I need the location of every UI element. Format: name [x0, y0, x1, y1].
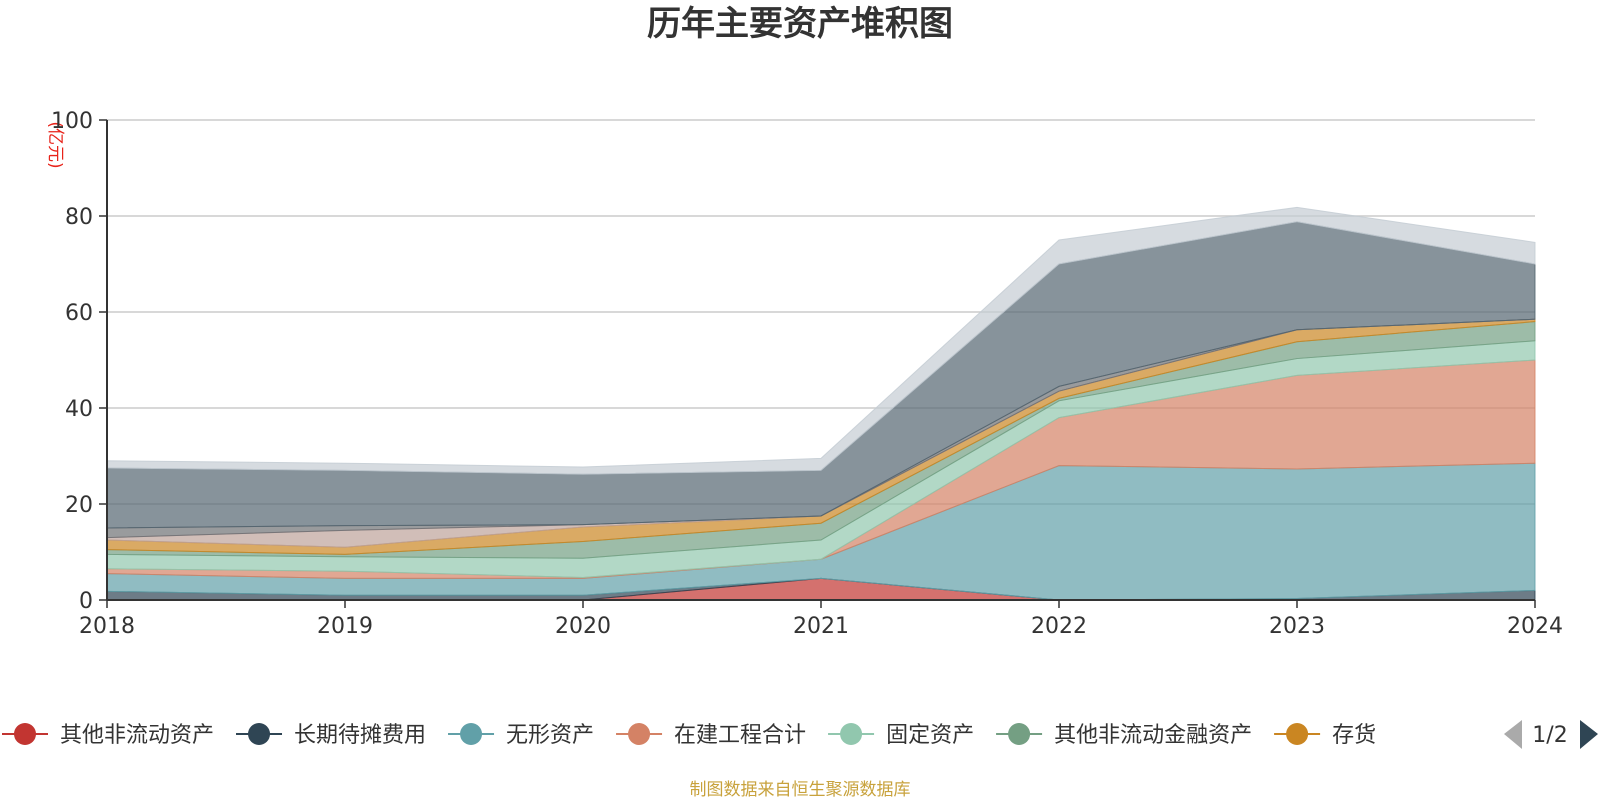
- legend-pager: 1/2: [1504, 720, 1598, 749]
- legend-label: 存货: [1332, 723, 1376, 748]
- x-tick-label: 2020: [555, 614, 611, 639]
- legend-marker: [14, 723, 36, 745]
- y-tick-label: 60: [65, 301, 93, 326]
- legend-label: 在建工程合计: [674, 723, 806, 748]
- y-tick-label: 80: [65, 205, 93, 230]
- y-tick-label: 0: [79, 589, 93, 614]
- y-tick-label: 100: [51, 109, 93, 134]
- legend-marker: [1008, 723, 1031, 745]
- legend-next-page-icon[interactable]: [1580, 720, 1598, 749]
- legend-marker: [628, 723, 651, 745]
- x-tick-label: 2024: [1507, 614, 1563, 639]
- legend-marker: [248, 723, 271, 745]
- legend-label: 长期待摊费用: [294, 723, 426, 748]
- legend-label: 其他非流动资产: [60, 723, 214, 748]
- legend-item-存货[interactable]: 存货: [1274, 723, 1376, 748]
- y-tick-label: 20: [65, 493, 93, 518]
- x-tick-label: 2022: [1031, 614, 1087, 639]
- legend-marker: [460, 723, 483, 745]
- legend-item-其他非流动金融资产[interactable]: 其他非流动金融资产: [996, 723, 1252, 748]
- legend-item-无形资产[interactable]: 无形资产: [448, 723, 594, 748]
- x-tick-label: 2023: [1269, 614, 1325, 639]
- x-tick-label: 2018: [79, 614, 135, 639]
- data-source-note: 制图数据来自恒生聚源数据库: [690, 780, 911, 800]
- legend-page-indicator: 1/2: [1532, 723, 1567, 748]
- x-tick-label: 2021: [793, 614, 849, 639]
- legend-item-在建工程合计[interactable]: 在建工程合计: [616, 723, 806, 748]
- legend-label: 其他非流动金融资产: [1054, 723, 1252, 748]
- legend-label: 无形资产: [506, 723, 594, 748]
- legend-item-固定资产[interactable]: 固定资产: [828, 723, 974, 748]
- legend-item-长期待摊费用[interactable]: 长期待摊费用: [236, 723, 426, 748]
- y-tick-label: 40: [65, 397, 93, 422]
- chart-title: 历年主要资产堆积图: [647, 4, 953, 44]
- y-axis-unit: (亿元): [45, 121, 65, 168]
- legend: 其他非流动资产 长期待摊费用 无形资产 在建工程合计 固定资产 其他非流动金融资产 存货: [2, 723, 1376, 748]
- axes: 0 20 40 60 80 100 2018 2019 2020 2021 2022 2023 2024: [51, 109, 1563, 639]
- legend-label: 固定资产: [886, 723, 974, 748]
- x-tick-label: 2019: [317, 614, 373, 639]
- legend-marker: [840, 723, 863, 745]
- area-series: [106, 206, 1536, 601]
- legend-prev-page-icon[interactable]: [1504, 720, 1522, 749]
- legend-item-其他非流动资产[interactable]: 其他非流动资产: [2, 723, 214, 748]
- area-交易性金融资产: [106, 206, 1536, 475]
- legend-marker: [1286, 723, 1309, 745]
